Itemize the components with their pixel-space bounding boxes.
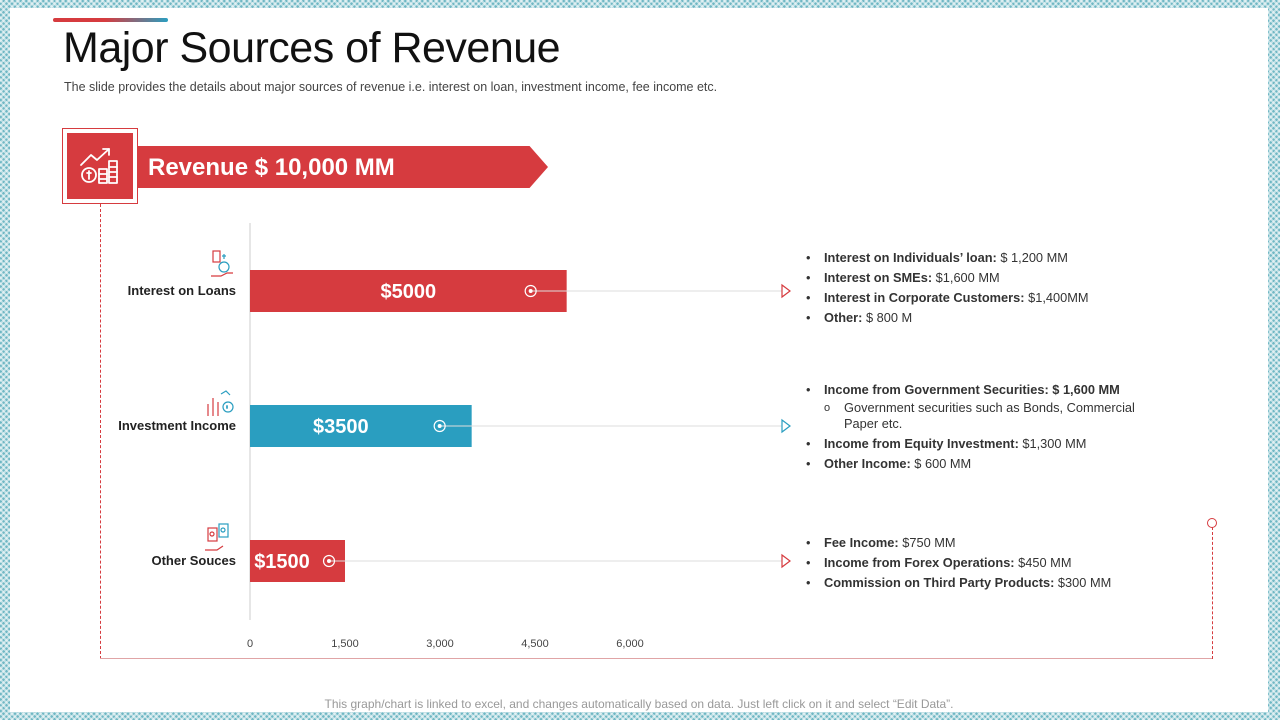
details-other-sources: Fee Income: $750 MM Income from Forex Op… (806, 533, 1111, 593)
detail-item[interactable]: Fee Income: $750 MM (806, 533, 1111, 553)
arrow-marker (781, 553, 791, 569)
detail-item[interactable]: Commission on Third Party Products: $300… (806, 573, 1111, 593)
fee-cash-icon (205, 523, 229, 551)
details-interest-on-loans: Interest on Individuals’ loan: $ 1,200 M… (806, 248, 1089, 328)
detail-item[interactable]: Income from Equity Investment: $1,300 MM (806, 434, 1166, 454)
data-label: $1500 (254, 551, 310, 573)
frame-line-bottom (100, 658, 1212, 659)
detail-sub-item[interactable]: Government securities such as Bonds, Com… (806, 400, 1166, 432)
bar-end-marker (524, 284, 537, 298)
x-tick-label: 0 (247, 638, 253, 650)
category-label-investment-income[interactable]: Investment Income (118, 418, 236, 433)
arrow-marker (781, 283, 791, 299)
bar-end-marker-dot (437, 424, 442, 428)
footer-note[interactable]: This graph/chart is linked to excel, and… (324, 697, 954, 711)
data-label: $5000 (381, 281, 437, 303)
x-tick-label: 4,500 (521, 638, 549, 650)
x-tick-label: 3,000 (426, 638, 454, 650)
category-label-other-sources[interactable]: Other Souces (151, 553, 236, 568)
category-label-interest-on-loans[interactable]: Interest on Loans (127, 283, 236, 298)
bar-end-marker (322, 554, 336, 568)
slide: Major Sources of Revenue The slide provi… (10, 8, 1268, 712)
x-tick-label: 6,000 (616, 638, 644, 650)
loan-hand-icon (211, 250, 233, 277)
accent-bar (53, 18, 168, 22)
revenue-banner-label: Revenue $ 10,000 MM (148, 154, 395, 181)
detail-item[interactable]: Other Income: $ 600 MM (806, 454, 1166, 474)
bar (250, 270, 567, 312)
revenue-bar-chart: 0 1,500 3,000 4,500 6,000 $5000 $3500 $1500 (247, 223, 791, 650)
details-investment-income: Income from Government Securities: $ 1,6… (806, 380, 1166, 474)
page-subtitle[interactable]: The slide provides the details about maj… (64, 80, 718, 94)
revenue-banner[interactable]: Revenue $ 10,000 MM (138, 146, 548, 188)
bar-end-marker-dot (327, 559, 331, 563)
page-title[interactable]: Major Sources of Revenue (63, 24, 561, 72)
revenue-growth-icon (80, 148, 118, 184)
detail-item[interactable]: Income from Government Securities: $ 1,6… (806, 380, 1166, 400)
detail-item[interactable]: Income from Forex Operations: $450 MM (806, 553, 1111, 573)
revenue-icon-box (62, 128, 138, 204)
detail-item[interactable]: Interest in Corporate Customers: $1,400M… (806, 288, 1089, 308)
frame-end-dot (1207, 518, 1217, 528)
detail-item[interactable]: Interest on Individuals’ loan: $ 1,200 M… (806, 248, 1089, 268)
detail-item[interactable]: Interest on SMEs: $1,600 MM (806, 268, 1089, 288)
arrow-marker (781, 418, 791, 434)
detail-item[interactable]: Other: $ 800 M (806, 308, 1089, 328)
bar-end-marker (433, 419, 446, 433)
frame-line-right (1212, 527, 1213, 659)
frame-line-left (100, 204, 101, 659)
bar-end-marker-dot (528, 289, 533, 293)
investment-chart-icon (207, 390, 234, 416)
x-tick-label: 1,500 (331, 638, 359, 650)
data-label: $3500 (313, 416, 369, 438)
